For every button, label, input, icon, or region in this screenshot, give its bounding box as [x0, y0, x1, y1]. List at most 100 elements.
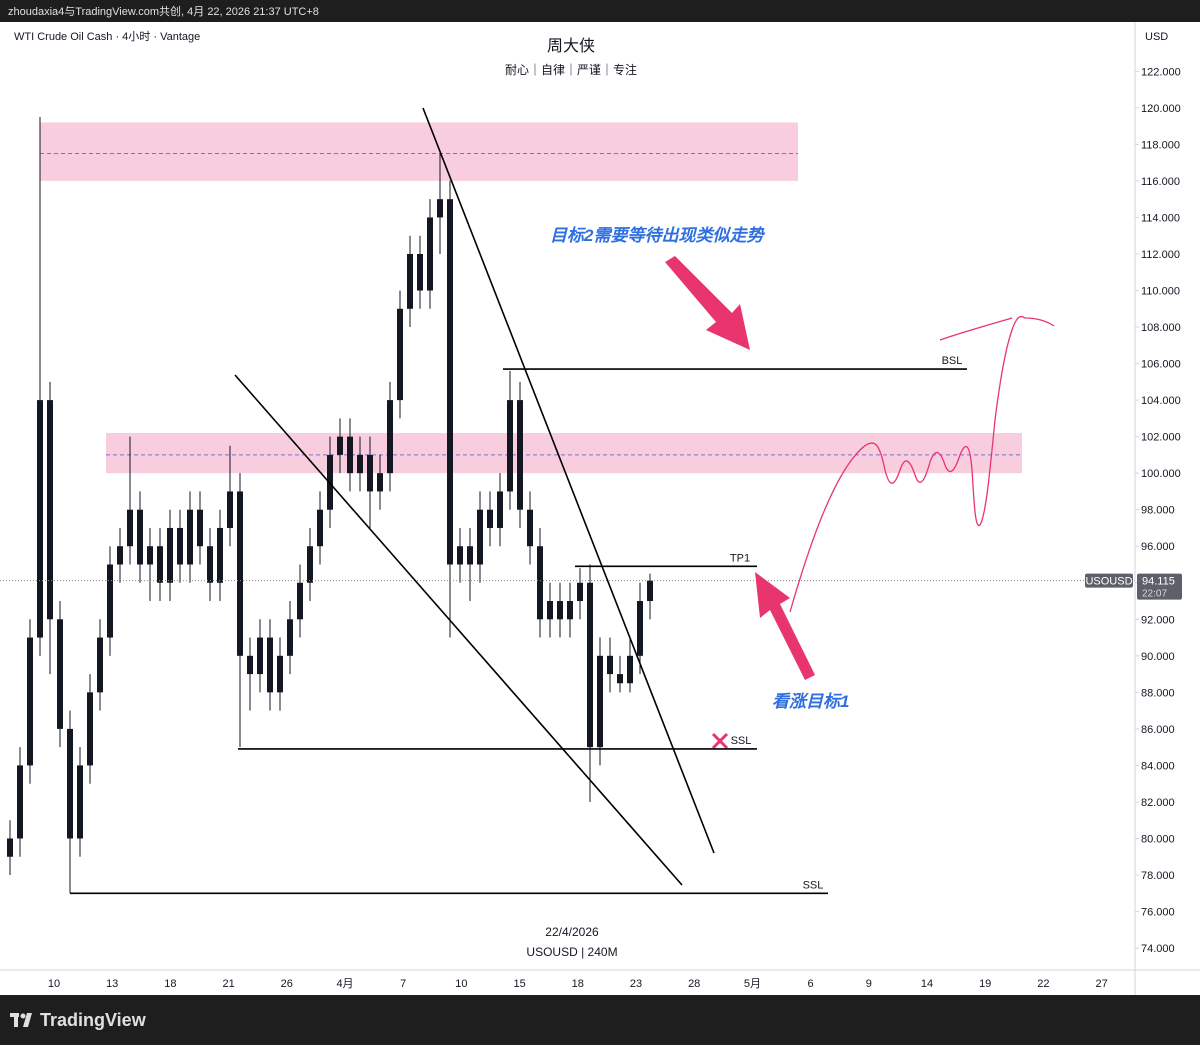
candle-body [277, 655, 283, 693]
arrow [755, 572, 815, 680]
x-tick-label: 26 [281, 978, 293, 990]
projection-path [789, 315, 1055, 613]
y-tick-label: 92.000 [1141, 614, 1175, 626]
candle-body [577, 582, 583, 602]
candle-body [77, 765, 83, 839]
candle-body [157, 546, 163, 583]
level-label: SSL [731, 735, 752, 747]
x-tick-label: 6 [808, 978, 814, 990]
candle-body [177, 527, 183, 565]
candle-body [97, 637, 103, 693]
x-tick-label: 9 [866, 978, 872, 990]
candle-body [467, 546, 473, 565]
candle-body [117, 546, 123, 565]
date-label: 22/4/2026 [545, 925, 599, 939]
candle-body [497, 491, 503, 528]
chart-subtitle: 耐心｜自律｜严谨｜专注 [505, 62, 637, 77]
candle-body [247, 655, 253, 675]
candle-body [257, 637, 263, 675]
y-tick-label: 112.000 [1141, 249, 1180, 261]
candle-body [527, 509, 533, 547]
y-tick-label: 86.000 [1141, 724, 1175, 736]
y-tick-label: 96.000 [1141, 541, 1175, 553]
candle-body [207, 546, 213, 583]
y-tick-label: 82.000 [1141, 797, 1175, 809]
overlay: 74.000 76.000 78.000 80.000 82.000 84.000 86.0… [48, 66, 1182, 990]
y-tick-label: 122.000 [1141, 66, 1181, 78]
logo-part [14, 1013, 18, 1027]
candle-body [337, 436, 343, 455]
candle-body [17, 765, 23, 839]
candle-body [307, 546, 313, 583]
candle-body [587, 582, 593, 748]
candle-body [287, 619, 293, 656]
credit: zhoudaxia4与TradingView.com共创, 4月 22, 202… [8, 5, 319, 18]
candle-body [477, 509, 483, 565]
x-tick-label: 23 [630, 978, 642, 990]
candle-body [267, 637, 273, 693]
logo-part [20, 1013, 26, 1019]
x-tick-label: 4月 [336, 978, 353, 990]
bottom-bar [0, 995, 1200, 1045]
candle-body [297, 582, 303, 620]
candle-body [167, 527, 173, 583]
x-marker [711, 732, 729, 750]
candle-body [107, 564, 113, 638]
x-tick-label: 21 [222, 978, 234, 990]
candle-body [217, 527, 223, 583]
candle-body [347, 436, 353, 474]
candle-body [487, 509, 493, 528]
annotation: 看涨目标1 [772, 692, 849, 711]
x-tick-label: 27 [1095, 978, 1107, 990]
y-tick-label: 114.000 [1141, 212, 1180, 224]
x-tick-label: 10 [455, 978, 467, 990]
y-tick-label: 106.000 [1141, 359, 1181, 371]
candle-body [237, 491, 243, 656]
candle-body [127, 509, 133, 547]
y-tick-label: 74.000 [1141, 943, 1175, 955]
countdown-text: 22:07 [1142, 589, 1167, 600]
candle-body [87, 692, 93, 766]
y-tick-label: 118.000 [1141, 139, 1180, 151]
x-tick-label: 14 [921, 978, 933, 990]
y-tick-label: 116.000 [1141, 176, 1180, 188]
level-label: SSL [803, 879, 824, 891]
candle-body [427, 217, 433, 291]
candle-body [387, 400, 393, 474]
symbol-info: WTI Crude Oil Cash · 4小时 · Vantage [14, 30, 200, 43]
candle-body [607, 655, 613, 675]
arrow [665, 256, 750, 350]
x-tick-label: 10 [48, 978, 60, 990]
brand-logo [10, 1013, 32, 1027]
candle-body [647, 580, 653, 602]
candle-body [227, 491, 233, 528]
trend-line [234, 374, 683, 886]
y-tick-label: 76.000 [1141, 907, 1175, 919]
candle-body [407, 253, 413, 309]
candle-body [7, 838, 13, 857]
level-label: TP1 [730, 552, 750, 564]
candle-body [357, 454, 363, 474]
candle-body [557, 601, 563, 620]
y-tick-label: 88.000 [1141, 687, 1175, 699]
candle-body [617, 674, 623, 684]
candle-body [597, 655, 603, 748]
candle-body [67, 728, 73, 839]
y-tick-label: 102.000 [1141, 432, 1181, 444]
candle-body [637, 601, 643, 656]
trend-line [422, 107, 715, 854]
candle-body [517, 400, 523, 510]
candle-body [27, 637, 33, 766]
y-tick-label: 108.000 [1141, 322, 1181, 334]
candle-body [437, 199, 443, 218]
candle-body [457, 546, 463, 565]
x-tick-label: 22 [1037, 978, 1049, 990]
candle-body [507, 400, 513, 492]
y-tick-label: 98.000 [1141, 505, 1175, 517]
x-tick-label: 13 [106, 978, 118, 990]
x-tick-label: 7 [400, 978, 406, 990]
candle-body [57, 619, 63, 729]
candle-body [397, 308, 403, 401]
